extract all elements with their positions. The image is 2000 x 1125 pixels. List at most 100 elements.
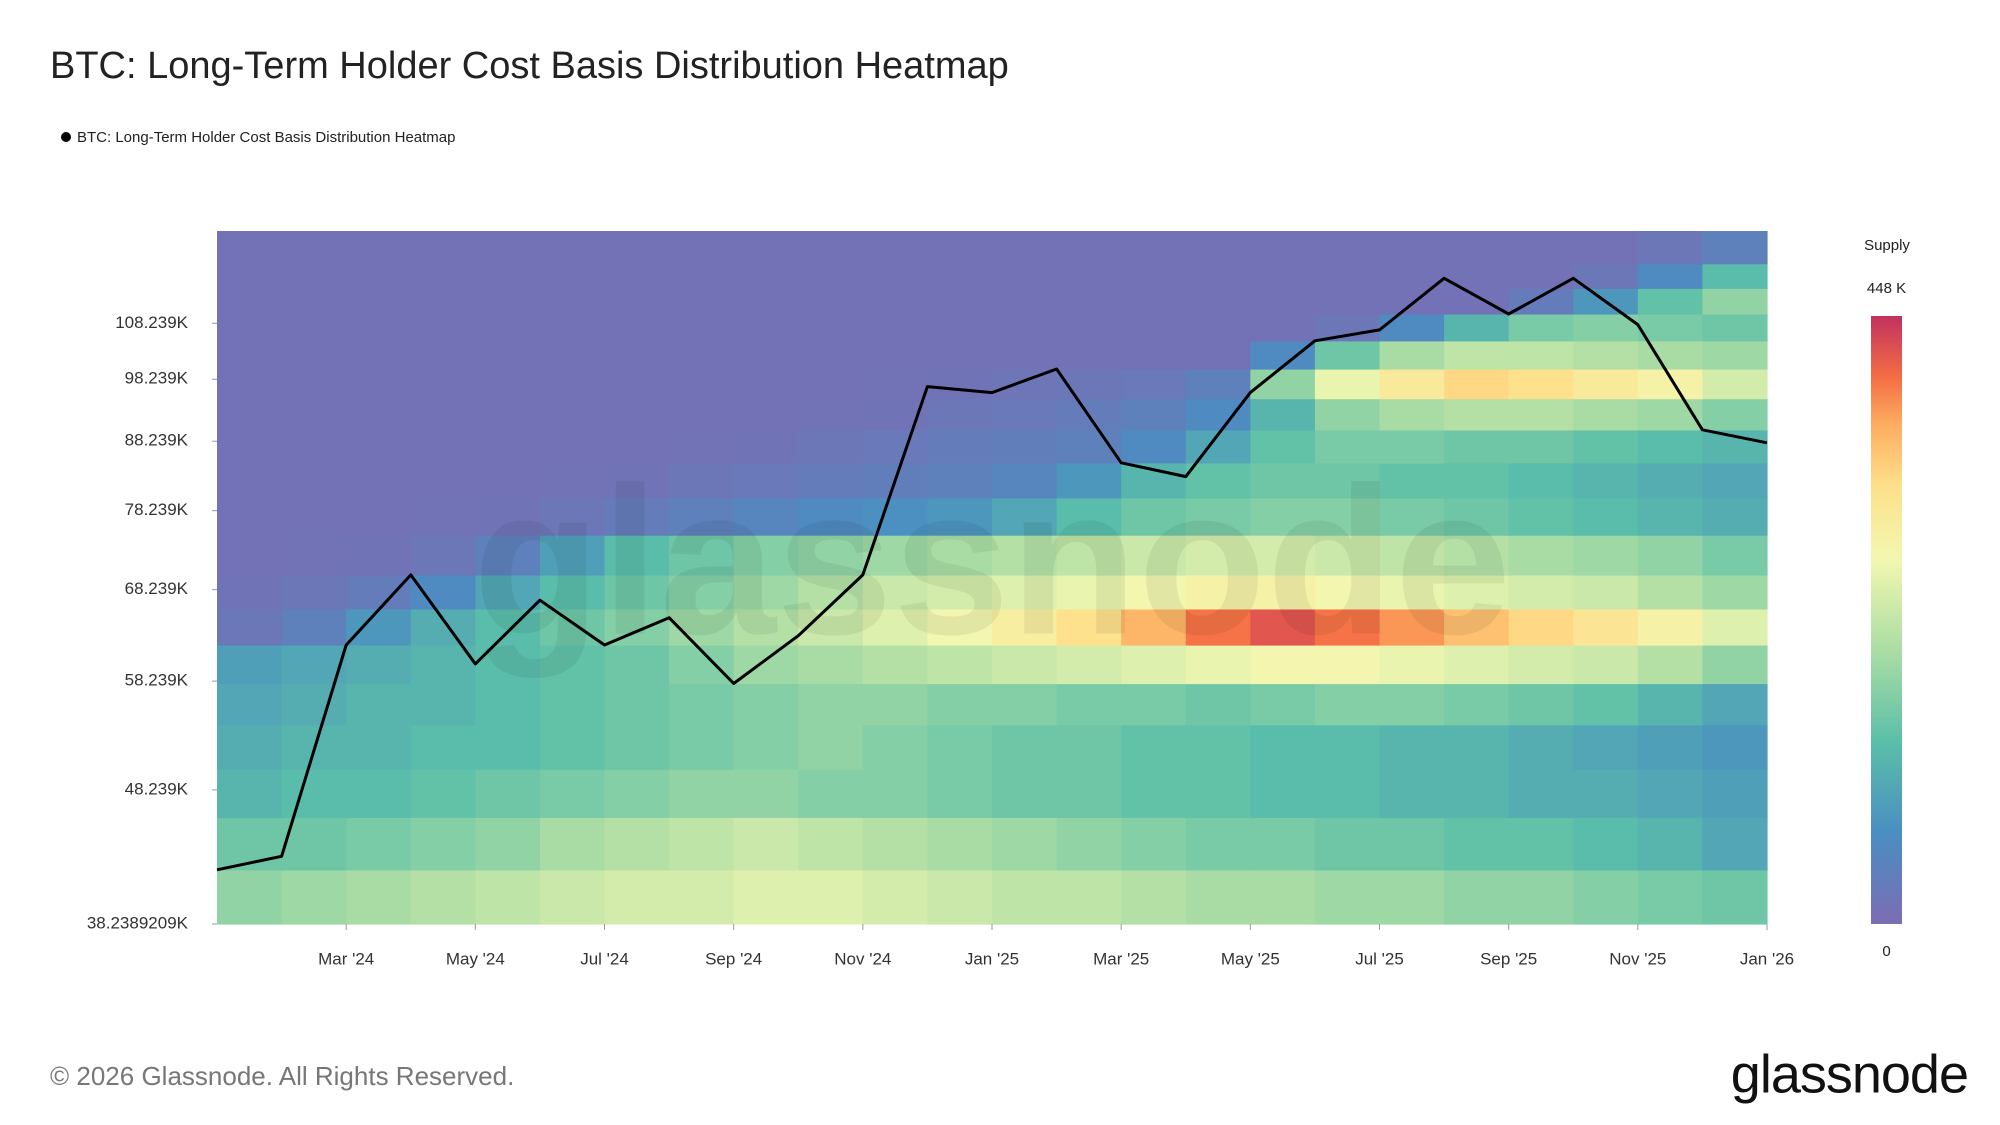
heatmap-cell <box>1573 462 1639 499</box>
heatmap-cell <box>669 535 735 576</box>
heatmap-cell <box>1250 817 1316 871</box>
heatmap-cell <box>862 368 929 400</box>
heatmap-cell <box>1702 368 1768 400</box>
heatmap-cell <box>217 535 283 576</box>
heatmap-cell <box>1056 313 1122 342</box>
heatmap-cell <box>798 288 864 315</box>
heatmap-cell <box>346 535 412 576</box>
heatmap-cell <box>798 398 864 431</box>
heatmap-cell <box>927 644 993 685</box>
heatmap-cell <box>1121 429 1187 464</box>
heatmap-cell <box>1185 231 1251 265</box>
heatmap-cell <box>992 817 1058 871</box>
heatmap-cell <box>733 608 799 646</box>
heatmap-cell <box>733 574 799 610</box>
heatmap-cell <box>1702 288 1768 315</box>
price-line <box>216 276 1768 872</box>
heatmap-cell <box>539 429 606 464</box>
heatmap-cell <box>927 817 993 871</box>
heatmap-cell <box>281 263 347 289</box>
heatmap-cell <box>1379 769 1445 818</box>
heatmap-cell <box>1250 398 1316 431</box>
heatmap-cell <box>992 429 1058 464</box>
heatmap-cell <box>1637 574 1704 610</box>
heatmap-cell <box>1250 869 1316 925</box>
heatmap-cell <box>1508 313 1574 342</box>
x-tick-label: May '24 <box>446 949 505 968</box>
heatmap-cell <box>1637 368 1704 400</box>
y-tick-label: 38.2389209K <box>87 913 189 932</box>
heatmap-cell <box>1185 869 1251 925</box>
heatmap-cell <box>604 462 670 499</box>
heatmap-cell <box>1314 644 1381 685</box>
heatmap-cell <box>475 368 541 400</box>
heatmap-cell <box>1185 574 1251 610</box>
heatmap-cell <box>992 869 1058 925</box>
heatmap-cell <box>1444 368 1510 400</box>
heatmap-cell <box>1702 644 1768 685</box>
heatmap-cell <box>281 817 347 871</box>
heatmap-cell <box>1121 769 1187 818</box>
heatmap-cell <box>1444 462 1510 499</box>
heatmap-cell <box>410 869 476 925</box>
heatmap-cell <box>927 340 993 370</box>
heatmap-cell <box>1702 724 1768 770</box>
heatmap-cell <box>733 398 799 431</box>
copyright: © 2026 Glassnode. All Rights Reserved. <box>50 1061 514 1091</box>
heatmap-cell <box>217 368 283 400</box>
heatmap-cell <box>733 535 799 576</box>
heatmap-cell <box>217 313 283 342</box>
heatmap-cell <box>1573 769 1639 818</box>
heatmap-cell <box>1185 288 1251 315</box>
heatmap-cell <box>1314 769 1381 818</box>
heatmap-cell <box>410 429 476 464</box>
heatmap-cell <box>1573 429 1639 464</box>
heatmap-cell <box>862 817 929 871</box>
heatmap-cell <box>1573 644 1639 685</box>
heatmap-cell <box>346 368 412 400</box>
heatmap-cell <box>798 869 864 925</box>
heatmap-cell <box>410 263 476 289</box>
heatmap-cell <box>604 869 670 925</box>
heatmap-cell <box>862 608 929 646</box>
heatmap-cell <box>1702 535 1768 576</box>
heatmap-cell <box>733 769 799 818</box>
heatmap-cell <box>475 869 541 925</box>
heatmap-cell <box>1250 313 1316 342</box>
heatmap-cell <box>1250 497 1316 536</box>
heatmap-cell <box>1573 231 1639 265</box>
heatmap-cell <box>1573 497 1639 536</box>
heatmap-cell <box>217 398 283 431</box>
heatmap-cell <box>1637 724 1704 770</box>
heatmap-cell <box>217 724 283 770</box>
heatmap-cell <box>1185 462 1251 499</box>
heatmap-cell <box>475 313 541 342</box>
heatmap-cell <box>1444 683 1510 726</box>
heatmap-cell <box>1314 313 1381 342</box>
heatmap-cell <box>1573 817 1639 871</box>
heatmap-cell <box>1573 398 1639 431</box>
heatmap-cell <box>1185 817 1251 871</box>
y-tick-label: 48.239K <box>125 779 189 798</box>
heatmap-cell <box>798 231 864 265</box>
heatmap-cell <box>1379 817 1445 871</box>
heatmap-cell <box>1573 608 1639 646</box>
heatmap-cell <box>604 231 670 265</box>
heatmap-cell <box>669 231 735 265</box>
heatmap-cell <box>475 340 541 370</box>
colorbar-title: Supply <box>1864 237 1910 254</box>
heatmap-cell <box>798 724 864 770</box>
heatmap-cell <box>1637 817 1704 871</box>
heatmap-cell <box>862 574 929 610</box>
heatmap-cell <box>669 368 735 400</box>
heatmap-cell <box>1444 724 1510 770</box>
heatmap-cell <box>346 683 412 726</box>
heatmap-cell <box>1121 608 1187 646</box>
heatmap-cell <box>1637 429 1704 464</box>
heatmap-cell <box>1185 769 1251 818</box>
heatmap-cell <box>281 231 347 265</box>
heatmap-cell <box>539 313 606 342</box>
heatmap-cell <box>410 288 476 315</box>
heatmap-cell <box>1702 683 1768 726</box>
heatmap-cell <box>1637 313 1704 342</box>
